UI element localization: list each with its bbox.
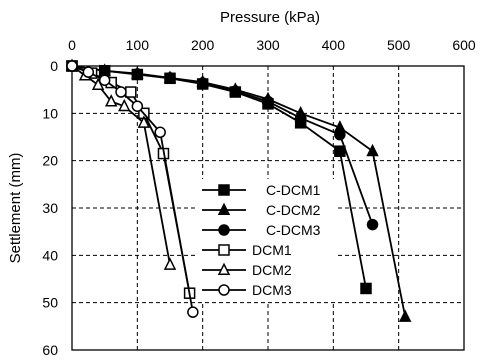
y-tick-label: 40 (42, 247, 58, 263)
data-point (125, 86, 137, 98)
data-point (262, 95, 274, 108)
legend-marker (218, 244, 230, 256)
legend-item: DCM3 (202, 282, 292, 298)
data-point (154, 126, 166, 139)
data-point (366, 143, 379, 157)
series-line (71, 65, 374, 225)
data-point (131, 68, 144, 80)
data-point (164, 72, 176, 84)
y-tick-labels: 0 10 20 30 40 50 60 (42, 58, 58, 358)
x-axis-title: Pressure (kPa) (220, 9, 320, 26)
legend-item: DCM1 (202, 242, 292, 258)
data-point (98, 74, 111, 86)
data-point (360, 282, 372, 295)
x-tick-label: 100 (126, 37, 150, 53)
legend-background (196, 179, 336, 301)
data-point (196, 77, 209, 89)
series-dcm3 (66, 60, 199, 318)
legend-label: DCM1 (252, 242, 292, 258)
legend-item: C-DCM3 (202, 222, 321, 238)
legend-marker (217, 262, 231, 276)
y-tick-label: 30 (42, 200, 58, 216)
x-tick-label: 200 (191, 37, 215, 53)
legend: C-DCM1 C-DCM2 C-DCM3 DCM1 DCM2 DCM3 (196, 179, 336, 301)
data-point (229, 85, 242, 97)
x-tick-label: 500 (387, 37, 411, 53)
data-point (66, 60, 78, 72)
x-tick-label: 400 (322, 37, 346, 53)
legend-item: DCM2 (202, 262, 292, 278)
y-tick-label: 10 (42, 105, 58, 121)
series-line (71, 65, 194, 313)
data-point (366, 218, 379, 231)
legend-item: C-DCM1 (202, 182, 321, 198)
legend-label: C-DCM1 (266, 182, 321, 198)
legend-label: C-DCM3 (266, 222, 321, 238)
legend-marker (218, 184, 230, 196)
y-tick-label: 20 (42, 153, 58, 169)
y-tick-label: 50 (42, 295, 58, 311)
y-tick-label: 0 (50, 58, 58, 74)
data-point (334, 128, 346, 141)
data-point (334, 145, 346, 157)
legend-label: DCM3 (252, 282, 292, 298)
data-point (104, 94, 118, 107)
x-tick-label: 600 (452, 37, 476, 53)
data-point (163, 257, 177, 270)
data-point (115, 86, 127, 98)
x-tick-labels: 0 100 200 300 400 500 600 (68, 37, 476, 53)
x-tick-label: 0 (68, 37, 76, 53)
data-point (131, 100, 144, 112)
legend-marker (218, 224, 230, 236)
legend-marker (217, 202, 231, 216)
legend-label: C-DCM2 (266, 202, 321, 218)
series-dcm1 (66, 60, 196, 299)
data-point (137, 115, 151, 128)
legend-marker (218, 284, 230, 296)
data-point (294, 112, 307, 124)
series-group (65, 58, 412, 322)
data-point (118, 98, 131, 112)
y-axis-title: Settlement (mm) (7, 153, 24, 264)
x-tick-label: 300 (256, 37, 280, 53)
data-point (187, 306, 199, 318)
legend-label: DCM2 (252, 262, 292, 278)
data-point (398, 309, 412, 322)
data-point (82, 66, 95, 78)
plot-area-border (71, 65, 465, 351)
data-point (98, 64, 111, 77)
legend-item: C-DCM2 (202, 202, 321, 218)
y-tick-label: 60 (42, 342, 58, 358)
